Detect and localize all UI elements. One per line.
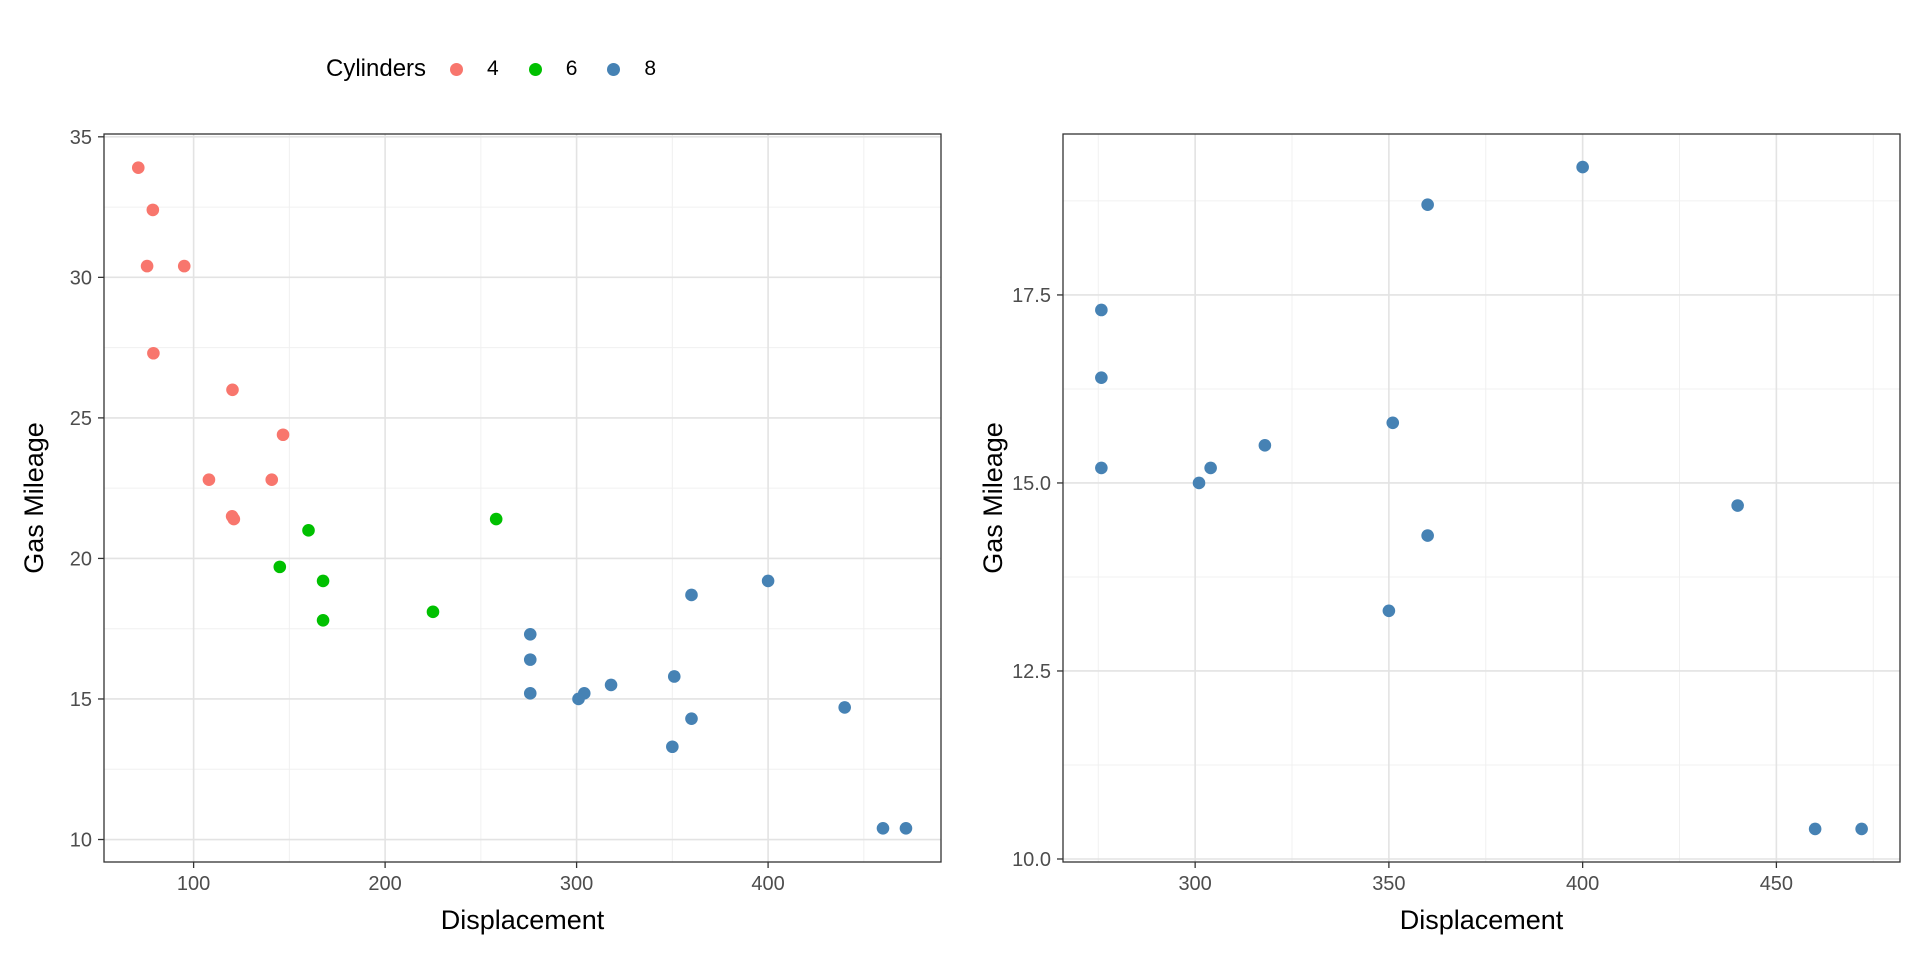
data-point-cyl-4	[227, 512, 241, 526]
data-point-cyl-6	[273, 560, 287, 574]
x-tick-label: 300	[560, 873, 593, 895]
data-point-cyl-8	[1095, 461, 1108, 475]
y-tick-label: 10.0	[1012, 849, 1051, 871]
data-point-cyl-4	[147, 346, 160, 360]
y-tick-label: 17.5	[1012, 285, 1051, 307]
data-point-cyl-8	[1095, 303, 1108, 317]
y-tick-label: 20	[70, 548, 92, 570]
data-point-cyl-8	[1204, 461, 1217, 475]
data-point-cyl-4	[140, 259, 154, 273]
data-point-cyl-4	[226, 383, 239, 397]
legend-dot-6	[528, 62, 542, 76]
data-point-cyl-4	[202, 473, 216, 487]
legend-item-4: 4	[450, 57, 499, 81]
data-point-cyl-8	[838, 701, 851, 714]
data-point-cyl-4	[265, 473, 279, 487]
data-point-cyl-8	[876, 821, 890, 835]
data-point-cyl-8	[666, 740, 679, 754]
data-point-cyl-6	[489, 512, 503, 526]
data-point-cyl-8	[1095, 371, 1108, 384]
data-point-cyl-8	[523, 653, 537, 666]
data-point-cyl-8	[1855, 822, 1868, 836]
x-tick-label: 400	[751, 873, 784, 895]
data-point-cyl-6	[316, 574, 330, 588]
data-point-cyl-8	[1258, 439, 1272, 452]
data-point-cyl-8	[1731, 499, 1744, 512]
data-point-cyl-8	[1386, 416, 1400, 430]
chart-panel-1: 100 200 300 400 10 15 20 25 30 35 Displacement Gas …	[19, 127, 942, 935]
y-tick-label: 15.0	[1012, 473, 1051, 495]
data-point-cyl-8	[523, 628, 537, 641]
data-point-cyl-6	[302, 524, 315, 537]
data-point-cyl-8	[604, 678, 618, 692]
data-point-cyl-8	[1808, 822, 1822, 836]
y-tick-label: 10	[70, 830, 92, 852]
data-point-cyl-8	[1421, 529, 1434, 542]
y-tick-label: 25	[70, 408, 92, 430]
data-point-cyl-8	[667, 670, 681, 683]
data-point-cyl-8	[685, 712, 698, 725]
y-tick-label: 12.5	[1012, 661, 1051, 683]
data-point-cyl-8	[1421, 198, 1434, 211]
data-point-cyl-6	[316, 613, 330, 627]
data-point-cyl-8	[1192, 476, 1206, 490]
data-point-cyl-4	[177, 259, 191, 273]
legend-label-6: 6	[565, 57, 578, 80]
x-tick-label: 200	[368, 873, 401, 895]
y-tick-label: 35	[70, 127, 92, 149]
x-tick-label: 400	[1566, 873, 1599, 895]
legend-dot-4	[450, 62, 464, 76]
data-point-cyl-8	[899, 821, 913, 835]
panel-border	[103, 133, 942, 863]
legend: Cylinders 4 6 8	[326, 52, 686, 86]
x-tick-label: 450	[1760, 873, 1793, 895]
data-point-cyl-4	[276, 428, 290, 442]
legend-dot-8	[607, 62, 621, 76]
data-point-cyl-8	[1576, 160, 1589, 174]
data-point-cyl-6	[426, 605, 440, 619]
y-tick-label: 15	[70, 689, 92, 711]
data-point-cyl-8	[761, 574, 775, 588]
legend-item-6: 6	[528, 57, 578, 81]
data-point-cyl-8	[572, 692, 585, 706]
x-axis-title: Displacement	[441, 905, 605, 935]
data-point-cyl-8	[685, 588, 698, 602]
panel-border	[1062, 133, 1901, 863]
data-point-cyl-8	[1382, 604, 1396, 618]
data-point-cyl-4	[146, 203, 160, 217]
legend-item-8: 8	[607, 57, 656, 81]
x-axis-title: Displacement	[1400, 905, 1564, 935]
chart-panel-2: 300 350 400 450 10.0 12.5 15.0 17.5 Displacement…	[978, 133, 1901, 935]
legend-label-4: 4	[487, 57, 499, 80]
data-point-cyl-4	[131, 161, 145, 175]
y-axis-title: Gas Mileage	[19, 422, 49, 574]
x-tick-label: 300	[1178, 873, 1211, 895]
y-axis-title: Gas Mileage	[978, 422, 1008, 574]
x-tick-label: 100	[177, 873, 210, 895]
legend-label-8: 8	[644, 57, 657, 80]
x-tick-label: 350	[1372, 873, 1405, 895]
legend-title: Cylinders	[326, 55, 427, 82]
data-point-cyl-8	[523, 687, 537, 700]
y-tick-label: 30	[70, 267, 92, 289]
